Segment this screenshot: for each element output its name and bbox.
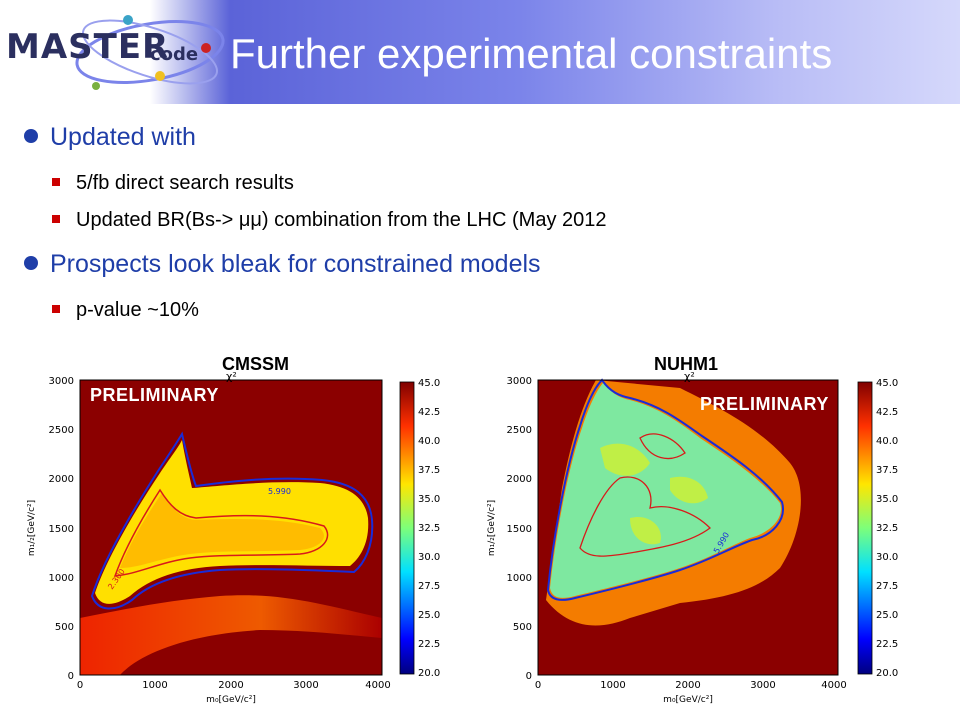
y-tick-label: 500 — [513, 622, 532, 633]
bullet-prospects: Prospects look bleak for constrained mod… — [24, 250, 541, 279]
contour-68cl — [113, 488, 329, 577]
colorbar-tick: 25.0 — [876, 610, 898, 621]
colorbar-tick: 42.5 — [876, 407, 898, 418]
svg-text:code: code — [150, 44, 198, 65]
y-tick-label: 2000 — [49, 474, 74, 485]
bullet-updated-with: Updated with — [24, 123, 196, 152]
x-axis-label: m₀[GeV/c²] — [663, 695, 713, 705]
preliminary-watermark-cmssm: PRELIMINARY — [90, 385, 219, 405]
sub-bullet-p-value: p-value ~10% — [52, 299, 199, 322]
plot-title-nuhm1: NUHM1 — [654, 354, 719, 374]
contour-label-95: 5.990 — [268, 487, 291, 496]
y-tick-label: 2500 — [49, 425, 74, 436]
x-tick-label: 3000 — [293, 680, 318, 691]
x-tick-label: 4000 — [821, 680, 846, 691]
contour-95cl — [90, 431, 374, 610]
sub-bullet-br-combination: Updated BR(Bs-> μμ) combination from the… — [52, 209, 607, 232]
colorbar-tick: 37.5 — [418, 465, 440, 476]
x-tick-label: 4000 — [365, 680, 390, 691]
y-tick-label: 1000 — [49, 573, 74, 584]
y-tick-label: 3000 — [507, 376, 532, 387]
contour-95cl — [546, 378, 784, 601]
y-axis: 0 500 1000 1500 2000 2500 3000 — [49, 376, 74, 682]
square-bullet-icon — [52, 305, 60, 313]
colorbar-tick: 20.0 — [418, 668, 440, 679]
sub-bullet-text: p-value ~10% — [76, 299, 199, 321]
y-tick-label: 500 — [55, 622, 74, 633]
header-banner: MASTER code Further experimental constra… — [0, 0, 960, 104]
x-tick-label: 0 — [535, 680, 541, 691]
cmssm-plot: 5.990 2.300 χ² 0 500 1000 1500 2000 2500… — [27, 370, 440, 705]
colorbar — [857, 381, 873, 675]
colorbar-tick: 25.0 — [418, 610, 440, 621]
colorbar-ticks: 45.0 42.5 40.0 37.5 35.0 32.5 30.0 27.5 … — [876, 378, 898, 679]
colorbar-tick: 30.0 — [876, 552, 898, 563]
y-tick-label: 1500 — [507, 524, 532, 535]
colorbar-tick: 35.0 — [876, 494, 898, 505]
colorbar-tick: 40.0 — [876, 436, 898, 447]
preliminary-watermark-nuhm1: PRELIMINARY — [700, 394, 829, 414]
x-axis: 0 1000 2000 3000 4000 — [77, 680, 391, 691]
colorbar-tick: 45.0 — [418, 378, 440, 389]
bullet-dot-icon — [24, 129, 38, 143]
colorbar-tick: 37.5 — [876, 465, 898, 476]
x-tick-label: 2000 — [218, 680, 243, 691]
colorbar-tick: 22.5 — [876, 639, 898, 650]
sub-bullet-text: Updated BR(Bs-> μμ) combination from the… — [76, 209, 607, 231]
svg-text:MASTER: MASTER — [6, 27, 169, 67]
colorbar-tick: 20.0 — [876, 668, 898, 679]
colorbar-tick: 40.0 — [418, 436, 440, 447]
colorbar-tick: 42.5 — [418, 407, 440, 418]
y-axis: 0 500 1000 1500 2000 2500 3000 — [507, 376, 532, 682]
allowed-region — [550, 382, 781, 598]
y-tick-label: 2500 — [507, 425, 532, 436]
x-axis: 0 1000 2000 3000 4000 — [535, 680, 847, 691]
x-tick-label: 1000 — [600, 680, 625, 691]
bullet-dot-icon — [24, 256, 38, 270]
y-tick-label: 2000 — [507, 474, 532, 485]
x-tick-label: 1000 — [142, 680, 167, 691]
mastercode-logo: MASTER code — [6, 15, 225, 90]
y-axis-label: m₁/₂[GeV/c²] — [27, 500, 37, 556]
colorbar-ticks: 45.0 42.5 40.0 37.5 35.0 32.5 30.0 27.5 … — [418, 378, 440, 679]
chi-square-label: χ² — [226, 370, 237, 383]
square-bullet-icon — [52, 178, 60, 186]
x-tick-label: 0 — [77, 680, 83, 691]
square-bullet-icon — [52, 215, 60, 223]
y-tick-label: 3000 — [49, 376, 74, 387]
y-tick-label: 1500 — [49, 524, 74, 535]
y-tick-label: 1000 — [507, 573, 532, 584]
x-axis-label: m₀[GeV/c²] — [206, 695, 256, 705]
bullet-text: Prospects look bleak for constrained mod… — [50, 250, 541, 278]
colorbar-tick: 27.5 — [418, 581, 440, 592]
best-fit-region — [120, 493, 324, 568]
plot-title-cmssm: CMSSM — [222, 354, 289, 374]
colorbar-tick: 32.5 — [876, 523, 898, 534]
y-tick-label: 0 — [68, 671, 74, 682]
low-m12-band — [80, 595, 382, 675]
y-tick-label: 0 — [526, 671, 532, 682]
nuhm1-plot: 5.990 χ² 0 500 1000 1500 2000 2500 3000 … — [487, 370, 898, 705]
slide-title: Further experimental constraints — [230, 30, 833, 77]
bullet-text: Updated with — [50, 123, 196, 151]
colorbar — [399, 381, 415, 675]
x-tick-label: 2000 — [675, 680, 700, 691]
colorbar-tick: 32.5 — [418, 523, 440, 534]
colorbar-tick: 45.0 — [876, 378, 898, 389]
colorbar-tick: 35.0 — [418, 494, 440, 505]
sub-bullet-search-results: 5/fb direct search results — [52, 172, 294, 195]
colorbar-tick: 27.5 — [876, 581, 898, 592]
contour-68cl — [579, 433, 711, 557]
x-tick-label: 3000 — [750, 680, 775, 691]
green-patches — [600, 443, 708, 545]
colorbar-tick: 30.0 — [418, 552, 440, 563]
y-axis-label: m₁/₂[GeV/c²] — [487, 500, 497, 556]
chi-square-label: χ² — [684, 370, 695, 383]
colorbar-tick: 22.5 — [418, 639, 440, 650]
sub-bullet-text: 5/fb direct search results — [76, 172, 294, 194]
